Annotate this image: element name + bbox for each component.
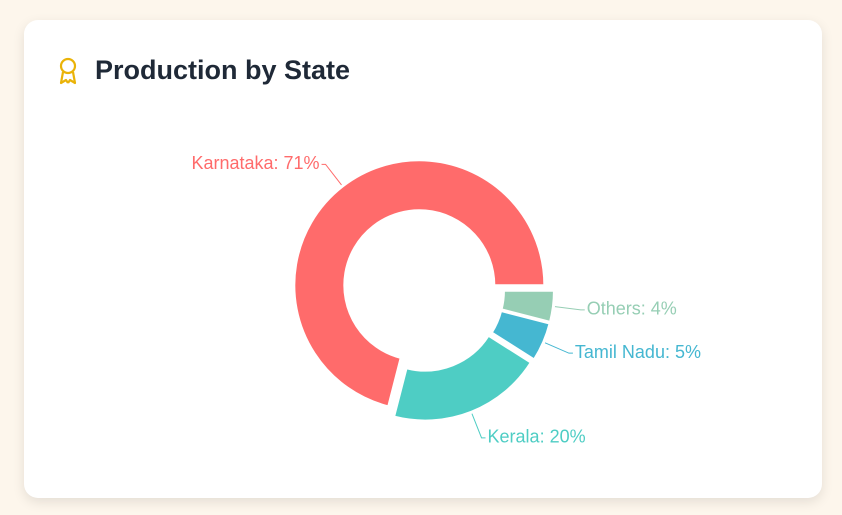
chart-title: Production by State — [95, 55, 350, 85]
data-label: Others: 4% — [587, 299, 677, 319]
leader-line — [554, 306, 585, 311]
donut-slice — [490, 309, 551, 361]
data-label: Karnataka: 71% — [191, 153, 319, 173]
leader-line — [544, 342, 573, 354]
donut-slice — [392, 334, 533, 422]
data-label: Tamil Nadu: 5% — [575, 342, 701, 362]
award-icon — [59, 57, 77, 85]
leader-line — [471, 413, 486, 439]
data-label: Kerala: 20% — [488, 427, 586, 447]
donut-slice — [293, 159, 546, 408]
leader-line — [321, 163, 342, 186]
donut-slice — [500, 289, 555, 324]
